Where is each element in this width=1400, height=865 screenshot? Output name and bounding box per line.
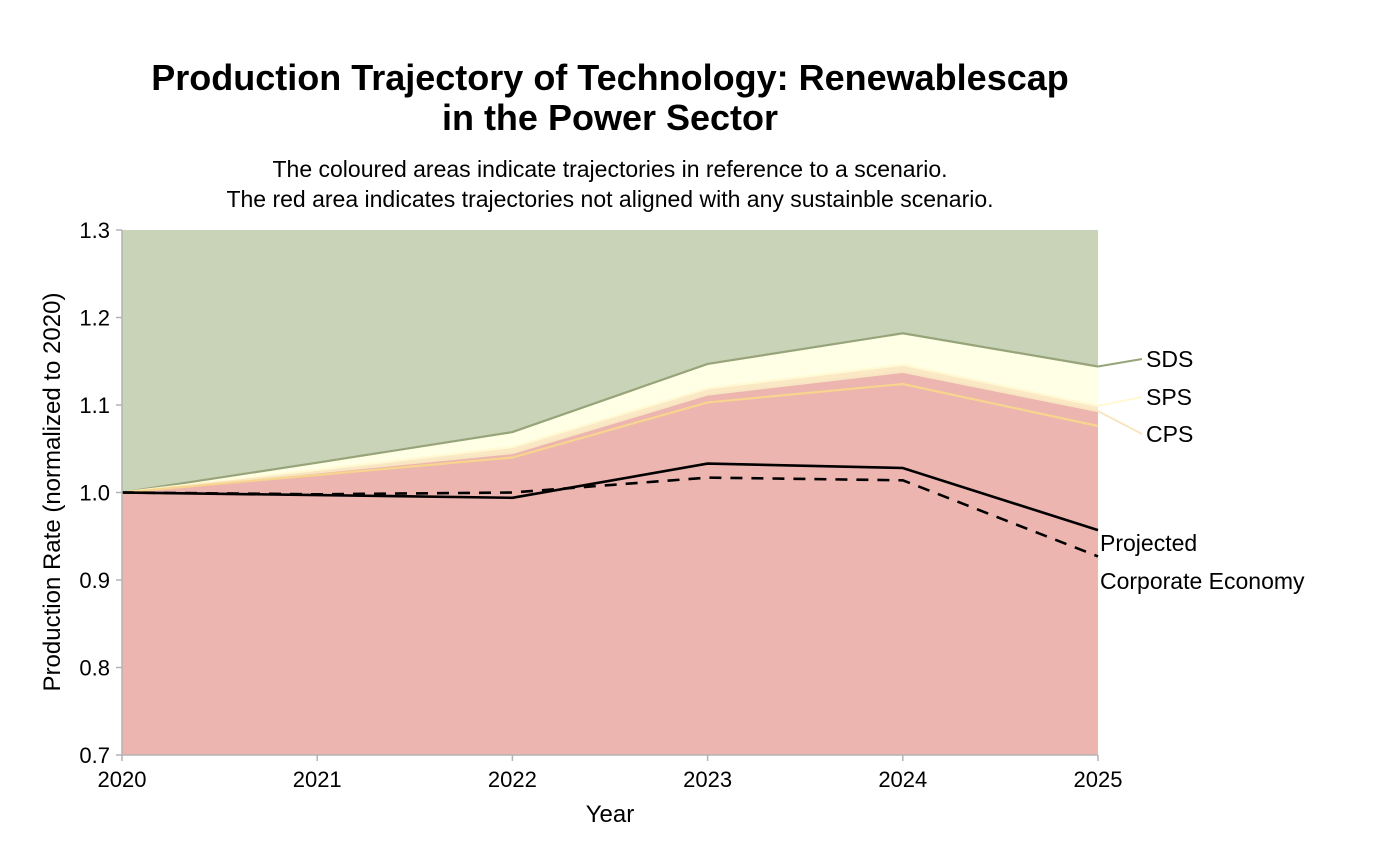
chart-subtitle: The coloured areas indicate trajectories… — [0, 154, 1220, 214]
y-tick-label: 0.8 — [79, 656, 110, 681]
chart-title-line-2: in the Power Sector — [441, 97, 779, 138]
y-tick-label: 1.0 — [79, 481, 110, 506]
boundary-line-lower — [121, 382, 1099, 494]
y-tick-label: 0.7 — [79, 743, 110, 768]
y-tick-label: 0.9 — [79, 568, 110, 593]
boundary-line-sds — [121, 332, 1099, 494]
chart-title-line-1: Production Trajectory of Technology: Ren… — [151, 57, 1069, 98]
x-tick-label: 2025 — [1074, 767, 1123, 792]
series-label-projected: Projected — [1100, 530, 1197, 556]
label-leader-sps — [1097, 396, 1143, 407]
axes: 0.7 0.8 0.9 1.0 1.1 1.2 1.3 2020 2021 2022 2023 202… — [79, 218, 1122, 792]
boundary-line-cps — [121, 370, 1099, 494]
x-tick-label: 2023 — [683, 767, 732, 792]
x-axis-title: Year — [586, 801, 635, 828]
chart-subtitle-line-1: The coloured areas indicate trajectories… — [272, 156, 948, 182]
series-label-corporate-economy: Corporate Economy — [1100, 568, 1305, 594]
area-band-sds — [122, 230, 1098, 493]
label-leader-cps — [1097, 410, 1143, 435]
chart-subtitle-line-2: The red area indicates trajectories not … — [226, 186, 994, 212]
x-tick-label: 2021 — [293, 767, 342, 792]
series-line-corporate-economy — [121, 476, 1099, 558]
scenario-label-sps: SPS — [1146, 384, 1192, 410]
label-leader-sds — [1097, 358, 1143, 368]
area-band-misaligned-red — [122, 384, 1098, 755]
scenario-boundary-lines — [121, 332, 1099, 494]
y-axis-title: Production Rate (normalized to 2020) — [39, 293, 66, 692]
area-band-sps — [122, 333, 1098, 493]
scenario-label-sds: SDS — [1146, 346, 1193, 372]
boundary-line-sps — [121, 363, 1099, 494]
scenario-label-cps: CPS — [1146, 421, 1193, 447]
line-labels: SDS SPS CPS Projected Corporate Economy — [1097, 346, 1305, 594]
series-line-projected — [121, 462, 1099, 532]
y-tick-label: 1.3 — [79, 218, 110, 243]
x-tick-label: 2020 — [98, 767, 147, 792]
y-tick-label: 1.2 — [79, 306, 110, 331]
x-tick-label: 2022 — [488, 767, 537, 792]
scenario-areas — [122, 230, 1098, 755]
trajectory-lines — [121, 462, 1099, 558]
chart-title: Production Trajectory of Technology: Ren… — [0, 58, 1220, 138]
x-tick-label: 2024 — [878, 767, 927, 792]
y-tick-label: 1.1 — [79, 393, 110, 418]
